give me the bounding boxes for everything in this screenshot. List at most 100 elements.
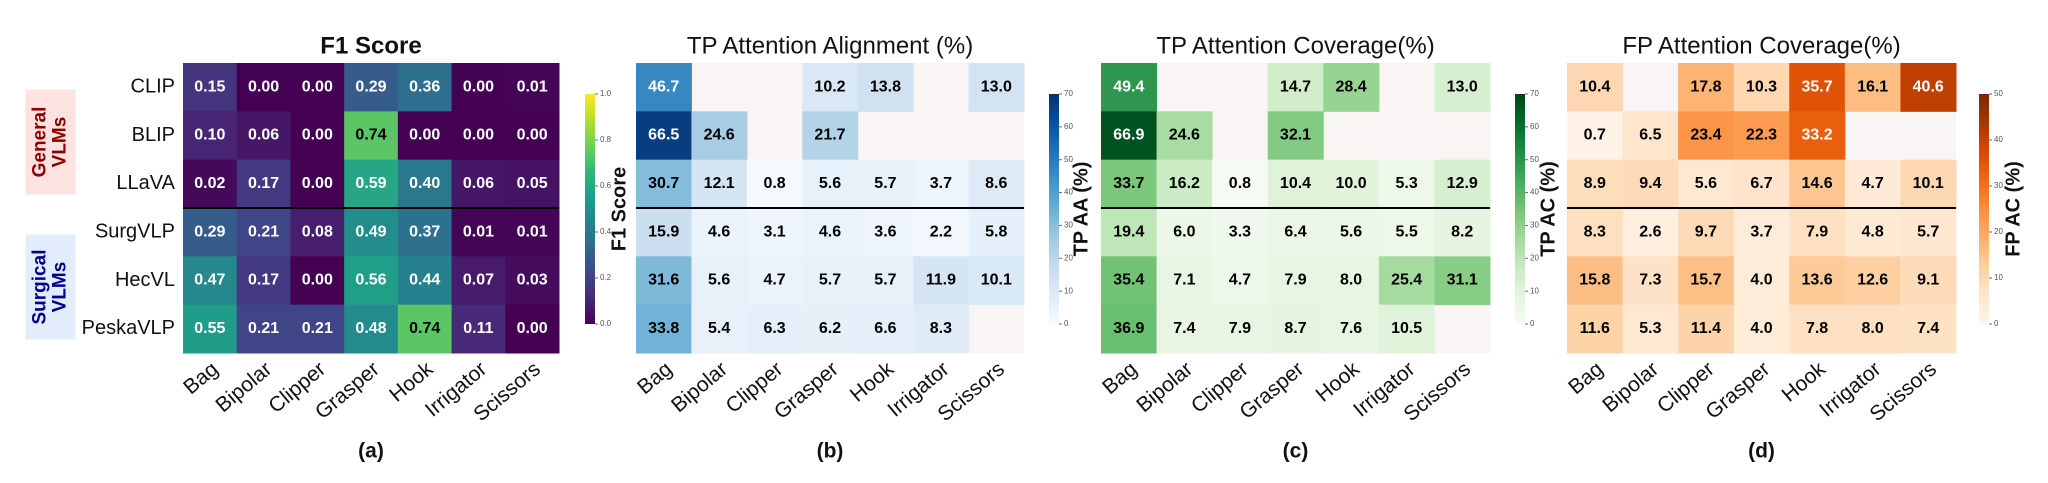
cell-label: 13.8 xyxy=(870,78,901,95)
heatmap-cell xyxy=(505,159,560,209)
cell-label: 33.7 xyxy=(1113,175,1144,192)
cell-label: 0.01 xyxy=(517,78,548,95)
cell-label: 4.0 xyxy=(1750,272,1772,289)
colorbar-tick-label: 0 xyxy=(1994,319,1999,328)
x-tick-label: Bag xyxy=(179,357,222,399)
heatmap-cell xyxy=(636,256,692,306)
heatmap-cell xyxy=(636,63,692,112)
cell-label: 6.6 xyxy=(874,320,896,337)
colorbar-tick-label: 70 xyxy=(1530,89,1539,98)
heatmap-cell xyxy=(968,159,1025,209)
x-tick-label: Bipolar xyxy=(1598,357,1663,417)
heatmap-cell xyxy=(802,304,859,354)
heatmap-cell xyxy=(913,256,970,306)
heatmap-cell xyxy=(857,208,914,257)
heatmap-cell xyxy=(183,256,238,306)
cell-label: 24.6 xyxy=(1169,127,1200,144)
cell-label: 8.6 xyxy=(985,175,1007,192)
heatmap-cell xyxy=(505,304,560,354)
cell-label: 0.74 xyxy=(355,127,386,144)
heatmap-cell xyxy=(636,304,692,354)
x-tick-label: Bag xyxy=(1098,357,1141,399)
cell-label: 0.02 xyxy=(194,175,225,192)
heatmap-cell xyxy=(397,208,453,257)
heatmap-cell xyxy=(1567,208,1624,257)
cell-label: 0.15 xyxy=(194,78,225,95)
heatmap-cell xyxy=(344,304,399,354)
y-tick-label: HecVL xyxy=(115,269,175,291)
heatmap-cell xyxy=(857,304,914,354)
heatmap-cell xyxy=(746,208,803,257)
cell-label: 14.6 xyxy=(1802,175,1833,192)
heatmap-cell xyxy=(290,304,345,354)
cell-label: 10.1 xyxy=(981,272,1012,289)
heatmap-cell xyxy=(236,304,291,354)
cell-label: 0.17 xyxy=(248,175,279,192)
cell-label: 6.0 xyxy=(1173,223,1195,240)
heatmap-cell xyxy=(1267,63,1324,112)
cell-label: 21.7 xyxy=(814,127,845,144)
colorbar-tick-label: 40 xyxy=(1064,188,1073,197)
cell-label: 0.06 xyxy=(463,175,494,192)
heatmap-cell xyxy=(1733,111,1790,161)
cell-label: 23.4 xyxy=(1690,127,1721,144)
y-tick-label: SurgVLP xyxy=(95,220,175,242)
cell-label: 0.37 xyxy=(409,223,440,240)
heatmap-cell xyxy=(344,111,399,161)
cell-label: 0.8 xyxy=(763,175,785,192)
colorbar-tick-label: 20 xyxy=(1064,253,1073,262)
cell-label: 9.4 xyxy=(1639,175,1661,192)
heatmap-cell xyxy=(397,159,453,209)
cell-label: 10.4 xyxy=(1280,175,1311,192)
heatmap-cell xyxy=(1900,208,1957,257)
cell-label: 35.4 xyxy=(1113,272,1144,289)
heatmap-cell xyxy=(397,304,453,354)
colorbar xyxy=(1979,94,1989,324)
heatmap-cell xyxy=(1212,256,1269,306)
heatmap-cell xyxy=(1323,63,1380,112)
cell-label: 7.9 xyxy=(1229,320,1251,337)
y-tick-label: BLIP xyxy=(132,124,175,146)
heatmap-cell xyxy=(183,159,238,209)
x-tick-label: Grasper xyxy=(1701,357,1774,423)
heatmap-cell xyxy=(344,208,399,257)
y-tick-label: PeskaVLP xyxy=(82,317,175,339)
cell-label: 0.00 xyxy=(463,78,494,95)
caption: (d) xyxy=(1748,440,1775,463)
colorbar-tick-label: 10 xyxy=(1064,286,1073,295)
cell-label: 30.7 xyxy=(648,175,679,192)
heatmap-cell xyxy=(1678,159,1735,209)
heatmap-cell xyxy=(505,111,560,161)
colorbar-tick-label: 0 xyxy=(1064,319,1069,328)
cell-label: 31.1 xyxy=(1447,272,1478,289)
cell-label: 0.48 xyxy=(355,320,386,337)
colorbar-tick-label: 10 xyxy=(1530,286,1539,295)
cell-label: 5.6 xyxy=(819,175,841,192)
heatmap-cell xyxy=(1156,159,1213,209)
heatmap-cell xyxy=(1267,304,1324,354)
cell-label: 8.7 xyxy=(1284,320,1306,337)
cell-label: 13.6 xyxy=(1802,272,1833,289)
cell-label: 2.6 xyxy=(1639,223,1661,240)
cell-label: 0.59 xyxy=(355,175,386,192)
heatmap-cell xyxy=(1789,63,1846,112)
cell-label: 5.6 xyxy=(708,272,730,289)
colorbar-label: FP AC (%) xyxy=(2002,161,2024,257)
cell-label: 7.4 xyxy=(1173,320,1195,337)
heatmap-cell xyxy=(397,63,453,112)
cell-label: 0.74 xyxy=(409,320,440,337)
heatmap-cell xyxy=(1900,304,1957,354)
cell-label: 12.9 xyxy=(1447,175,1478,192)
heatmap-cell xyxy=(968,63,1025,112)
heatmap-cell xyxy=(397,256,453,306)
cell-label: 5.6 xyxy=(1695,175,1717,192)
heatmap-cell xyxy=(913,159,970,209)
x-tick-label: Bag xyxy=(633,357,676,399)
heatmap-cell xyxy=(1101,159,1158,209)
heatmap-cell xyxy=(344,63,399,112)
heatmap-cell xyxy=(636,208,692,257)
cell-label: 4.6 xyxy=(708,223,730,240)
cell-label: 5.3 xyxy=(1639,320,1661,337)
cell-label: 0.00 xyxy=(517,127,548,144)
colorbar-tick-label: 50 xyxy=(1994,89,2003,98)
